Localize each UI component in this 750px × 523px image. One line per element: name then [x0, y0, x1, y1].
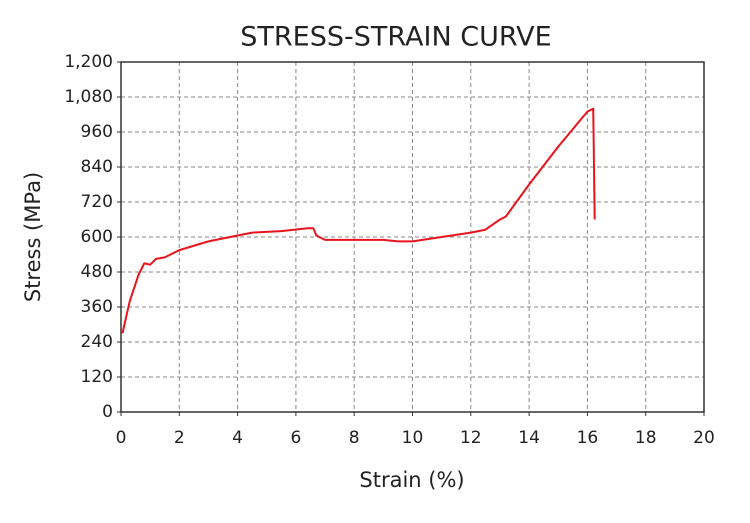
plot-border	[120, 61, 705, 413]
y-tick-label: 240	[81, 332, 113, 352]
x-tick-label: 10	[402, 428, 424, 448]
y-axis-label: Stress (MPa)	[21, 172, 45, 302]
y-tick-label: 120	[81, 367, 113, 387]
y-tick-label: 480	[81, 262, 113, 282]
x-tick-label: 6	[290, 428, 301, 448]
x-tick-label: 8	[349, 428, 360, 448]
x-tick-label: 12	[460, 428, 482, 448]
x-tick-label: 18	[635, 428, 657, 448]
x-tick-label: 16	[577, 428, 599, 448]
y-tick-label: 960	[81, 122, 113, 142]
x-tick-label: 4	[232, 428, 243, 448]
x-tick-label: 14	[518, 428, 540, 448]
x-tick-label: 20	[693, 428, 715, 448]
y-tick-label: 600	[81, 227, 113, 247]
data-line	[121, 107, 596, 334]
x-axis-label: Strain (%)	[359, 468, 464, 492]
x-tick-label: 0	[116, 428, 127, 448]
y-tick-label: 0	[102, 402, 113, 422]
y-tick-label: 840	[81, 157, 113, 177]
chart-title: STRESS-STRAIN CURVE	[240, 22, 551, 53]
y-tick-label: 1,080	[64, 87, 113, 107]
y-tick-label: 360	[81, 297, 113, 317]
x-tick-label: 2	[174, 428, 185, 448]
y-tick-label: 720	[81, 192, 113, 212]
y-tick-label: 1,200	[64, 52, 113, 72]
